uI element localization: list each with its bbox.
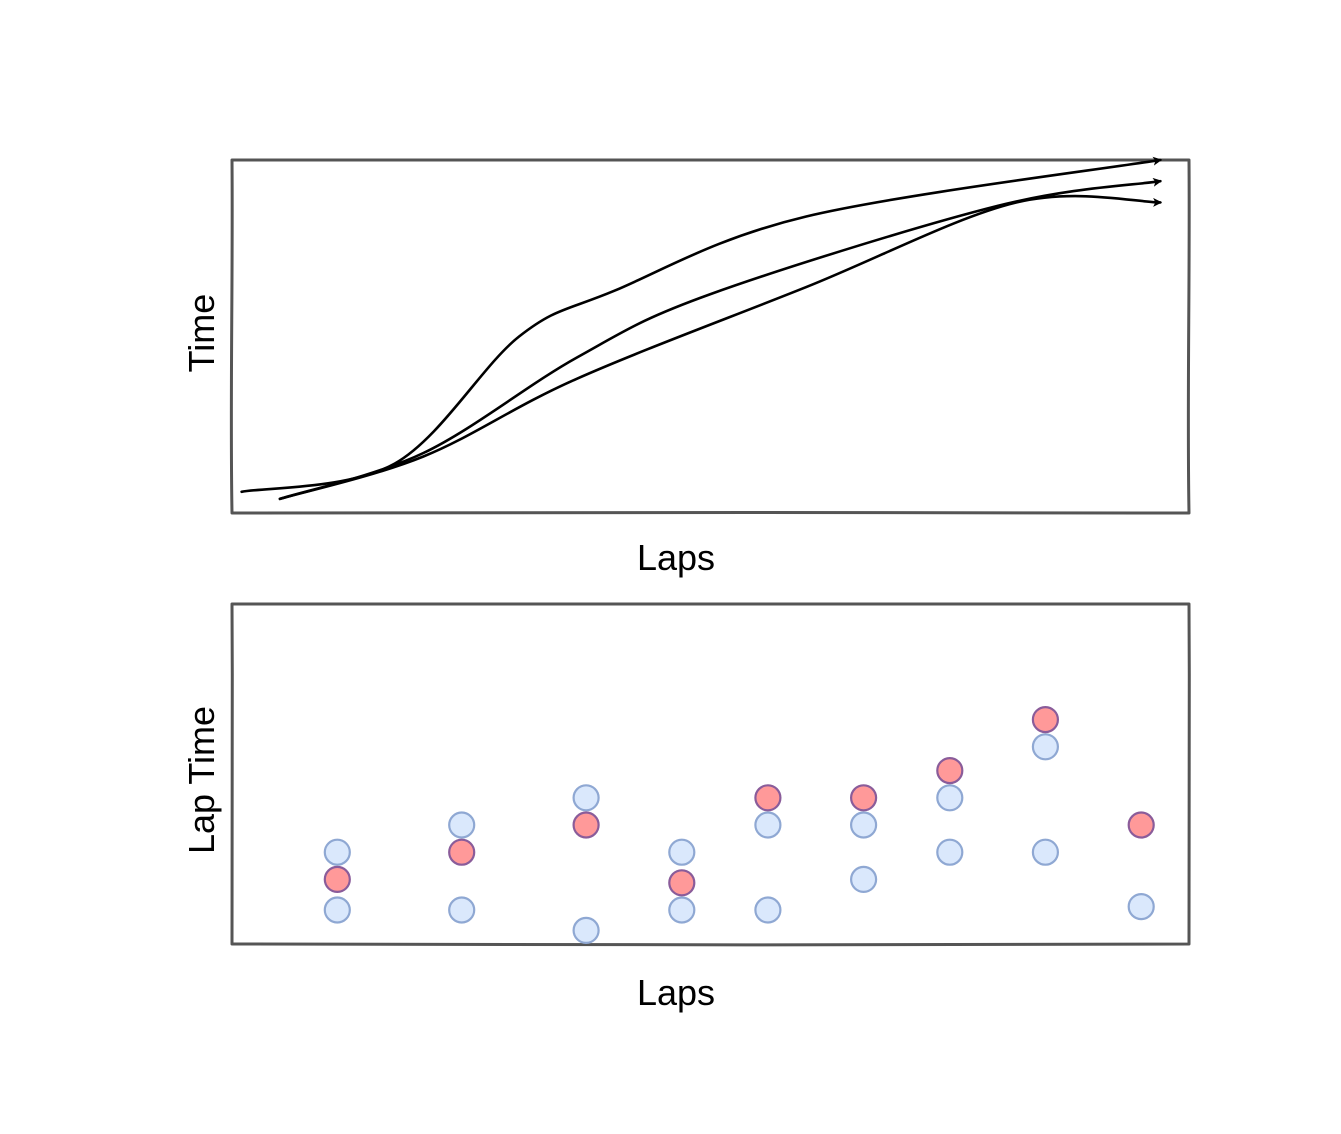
cumulative-time-curves (240, 156, 1163, 501)
lap-time-point-background-12 (849, 865, 878, 894)
lap-time-point-background-17 (1127, 892, 1155, 921)
cumulative-time-y-axis-label: Time (181, 294, 222, 373)
lap-time-point-background-13 (936, 784, 964, 812)
lap-time-points (323, 705, 1155, 945)
lap-time-point-highlighted-4 (668, 869, 696, 897)
lap-time-point-background-7 (668, 838, 696, 866)
cumulative-time-x-axis-label: Laps (637, 537, 715, 578)
cumulative-time-curve-1 (240, 156, 1163, 494)
lap-time-y-axis-label: Lap Time (181, 706, 222, 854)
lap-time-point-background-1 (323, 838, 351, 866)
lap-time-point-background-5 (572, 784, 600, 812)
lap-time-point-background-16 (1031, 838, 1060, 866)
lap-time-point-background-4 (448, 896, 476, 924)
lap-time-x-axis-label: Laps (637, 972, 715, 1013)
lap-time-point-background-8 (668, 896, 696, 924)
lap-time-point-highlighted-1 (323, 865, 351, 894)
lap-time-chart: Laps Lap Time (181, 601, 1191, 1013)
cumulative-time-curve-3 (278, 194, 1163, 501)
cumulative-time-plot-frame (229, 158, 1191, 515)
lap-time-point-highlighted-7 (936, 756, 964, 785)
lap-time-point-background-14 (936, 838, 964, 866)
lap-time-point-highlighted-5 (754, 784, 782, 812)
lap-time-point-background-6 (572, 916, 600, 945)
lap-time-point-background-11 (849, 811, 878, 839)
lap-time-point-background-10 (754, 896, 782, 924)
lap-time-point-background-15 (1031, 733, 1060, 761)
lap-time-point-highlighted-3 (572, 811, 600, 839)
lap-time-point-highlighted-2 (448, 838, 476, 866)
lap-time-point-background-9 (754, 811, 782, 839)
lap-time-point-background-3 (448, 811, 476, 839)
lap-time-point-highlighted-9 (1127, 811, 1155, 839)
lap-time-point-highlighted-6 (849, 784, 878, 812)
lap-time-point-highlighted-8 (1031, 705, 1060, 734)
cumulative-time-chart: Laps Time (181, 156, 1191, 578)
lap-time-plot-frame (230, 601, 1191, 947)
lap-time-point-background-2 (323, 896, 351, 924)
